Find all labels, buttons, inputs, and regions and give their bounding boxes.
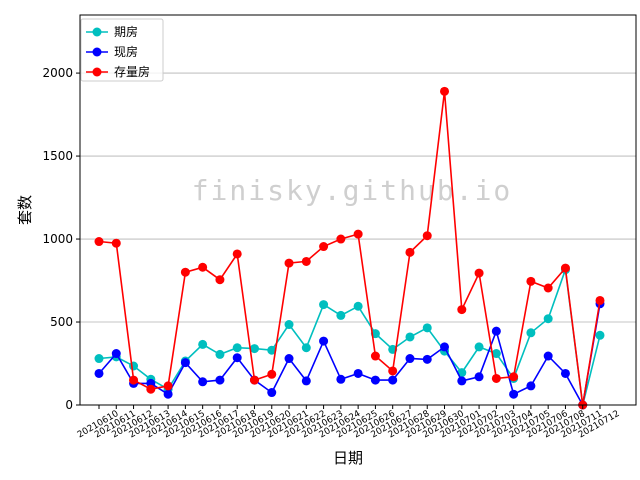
data-point (560, 368, 570, 378)
legend-swatch-marker (92, 27, 102, 37)
data-point (543, 314, 553, 324)
legend-label: 现房 (114, 44, 138, 59)
legend-box (80, 18, 164, 82)
data-point (94, 354, 104, 364)
data-point (440, 86, 450, 96)
data-point (249, 375, 259, 385)
data-point (474, 342, 484, 352)
data-point (163, 389, 173, 399)
data-point (301, 343, 311, 353)
data-point (457, 376, 467, 386)
legend-swatch-marker (92, 47, 102, 57)
data-point (129, 375, 139, 385)
y-tick-label: 1500 (42, 149, 73, 163)
data-point (146, 384, 156, 394)
data-point (180, 267, 190, 277)
series-layer (94, 86, 605, 410)
data-point (543, 283, 553, 293)
data-point (422, 323, 432, 333)
legend-label: 期房 (114, 24, 138, 39)
data-point (560, 263, 570, 273)
data-point (422, 231, 432, 241)
data-point (353, 229, 363, 239)
y-axis-ticks: 0 500 1000 1500 2000 (42, 66, 80, 412)
data-point (595, 330, 605, 340)
data-point (198, 262, 208, 272)
data-point (284, 320, 294, 330)
data-point (111, 349, 121, 359)
watermark-text: finisky.github.io (192, 174, 513, 207)
data-point (301, 256, 311, 266)
data-point (405, 332, 415, 342)
data-point (94, 368, 104, 378)
data-point (595, 295, 605, 305)
data-point (284, 354, 294, 364)
data-point (249, 344, 259, 354)
data-point (509, 389, 519, 399)
data-point (491, 349, 501, 359)
data-point (491, 326, 501, 336)
data-point (543, 351, 553, 361)
y-tick-label: 500 (50, 315, 73, 329)
data-point (215, 349, 225, 359)
data-point (232, 249, 242, 259)
data-point (422, 354, 432, 364)
data-point (267, 388, 277, 398)
y-tick-label: 1000 (42, 232, 73, 246)
data-point (284, 258, 294, 268)
data-point (353, 301, 363, 311)
data-point (198, 339, 208, 349)
data-point (405, 354, 415, 364)
data-point (232, 353, 242, 363)
data-point (353, 368, 363, 378)
data-point (370, 351, 380, 361)
data-point (388, 375, 398, 385)
data-point (336, 234, 346, 244)
series-2 (94, 86, 605, 410)
data-point (163, 381, 173, 391)
y-tick-label: 0 (65, 398, 73, 412)
data-point (526, 328, 536, 338)
data-point (526, 381, 536, 391)
data-point (319, 336, 329, 346)
data-point (319, 242, 329, 252)
data-point (180, 358, 190, 368)
legend-label: 存量房 (114, 64, 150, 79)
data-point (232, 343, 242, 353)
data-point (457, 305, 467, 315)
data-point (111, 238, 121, 248)
data-point (440, 342, 450, 352)
data-point (215, 275, 225, 285)
data-point (267, 345, 277, 355)
data-point (336, 310, 346, 320)
series-line (98, 91, 601, 406)
y-axis-label: 套数 (16, 195, 34, 225)
data-point (509, 372, 519, 382)
data-point (370, 375, 380, 385)
data-point (491, 373, 501, 383)
data-point (129, 361, 139, 371)
data-point (474, 372, 484, 382)
legend-swatch-marker (92, 67, 102, 77)
data-point (267, 369, 277, 379)
data-point (198, 377, 208, 387)
data-point (474, 268, 484, 278)
data-point (336, 374, 346, 384)
x-axis-label: 日期 (333, 449, 363, 467)
x-axis-ticks: 2021061020210611202106122021061320210614… (76, 405, 622, 441)
data-point (301, 376, 311, 386)
data-point (319, 300, 329, 310)
data-point (94, 237, 104, 247)
data-point (526, 276, 536, 286)
data-point (215, 375, 225, 385)
y-tick-label: 2000 (42, 66, 73, 80)
data-point (388, 366, 398, 376)
data-point (405, 247, 415, 257)
